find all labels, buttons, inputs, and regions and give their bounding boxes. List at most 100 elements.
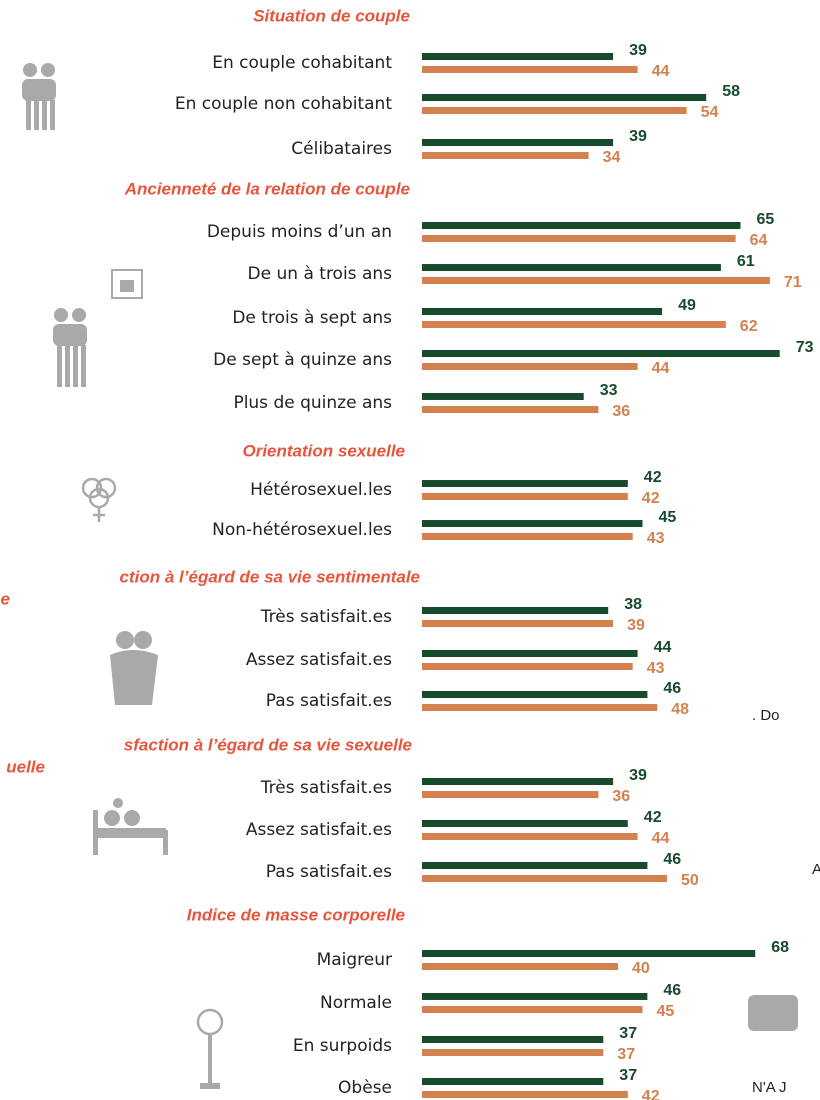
bar [422, 94, 707, 101]
bar [422, 875, 667, 882]
bar [422, 308, 663, 315]
section-title: e [1, 589, 10, 608]
bar [422, 791, 599, 798]
category-label: Pas satisfait.es [266, 691, 392, 711]
category-label: Obèse [338, 1078, 392, 1098]
value-label: 37 [619, 1067, 637, 1084]
side-text: . Do [752, 707, 780, 724]
value-label: 38 [624, 596, 642, 613]
icon-scale [196, 1008, 224, 1089]
value-label: 42 [642, 1088, 660, 1100]
bar [422, 350, 780, 357]
value-label: 39 [629, 128, 647, 145]
bar [422, 152, 589, 159]
value-label: 44 [652, 360, 670, 377]
bar [422, 53, 614, 60]
bar [422, 222, 741, 229]
bar [422, 66, 638, 73]
bar [422, 1036, 604, 1043]
category-label: Très satisfait.es [260, 607, 392, 627]
value-label: 65 [757, 211, 775, 228]
bar [422, 1091, 628, 1098]
value-label: 42 [644, 809, 662, 826]
section-title: Situation de couple [253, 6, 410, 25]
value-label: 37 [617, 1046, 635, 1063]
value-label: 46 [663, 851, 681, 868]
bar [422, 480, 628, 487]
bar [422, 862, 648, 869]
value-label: 71 [784, 274, 802, 291]
category-label: Assez satisfait.es [246, 650, 392, 670]
bar [422, 993, 648, 1000]
value-label: 44 [654, 639, 672, 656]
bar [422, 264, 721, 271]
section-title: Ancienneté de la relation de couple [124, 179, 410, 198]
value-label: 33 [600, 382, 618, 399]
category-label: Très satisfait.es [260, 778, 392, 798]
bar [422, 139, 614, 146]
bar [422, 820, 628, 827]
icon-hug [110, 631, 158, 705]
value-label: 37 [619, 1025, 637, 1042]
bar [422, 1078, 604, 1085]
category-label: Assez satisfait.es [246, 820, 392, 840]
value-label: 42 [642, 490, 660, 507]
value-label: 46 [663, 680, 681, 697]
section-title: Orientation sexuelle [243, 441, 406, 460]
value-label: 62 [740, 318, 758, 335]
bar [422, 1006, 643, 1013]
value-label: 54 [701, 104, 719, 121]
value-label: 58 [722, 83, 740, 100]
bar [422, 520, 643, 527]
bar [422, 493, 628, 500]
bar [422, 663, 633, 670]
value-label: 36 [612, 403, 630, 420]
category-label: De sept à quinze ans [213, 350, 392, 370]
bar [422, 704, 658, 711]
icon-couple-calendar [53, 269, 143, 387]
section-title: Indice de masse corporelle [187, 905, 405, 924]
bar [422, 1049, 604, 1056]
bar [422, 533, 633, 540]
side-text: A [812, 861, 820, 878]
value-label: 34 [603, 149, 621, 166]
side-text: N'A J [752, 1079, 787, 1096]
category-label: Normale [320, 993, 392, 1013]
value-label: 43 [647, 660, 665, 677]
icon-fist [748, 995, 798, 1031]
category-label: De un à trois ans [248, 264, 393, 284]
value-label: 39 [629, 42, 647, 59]
value-label: 64 [750, 232, 768, 249]
value-label: 68 [771, 939, 789, 956]
value-label: 45 [657, 1003, 675, 1020]
value-label: 45 [659, 509, 677, 526]
bar [422, 321, 726, 328]
category-label: Maigreur [317, 950, 392, 970]
value-label: 39 [627, 617, 645, 634]
value-label: 42 [644, 469, 662, 486]
bar [422, 363, 638, 370]
category-label: En couple non cohabitant [175, 94, 392, 114]
bar [422, 393, 584, 400]
bar [422, 406, 599, 413]
category-label: En couple cohabitant [212, 53, 392, 73]
bar [422, 107, 687, 114]
value-label: 61 [737, 253, 755, 270]
section-title: ction à l’égard de sa vie sentimentale [120, 567, 420, 586]
value-label: 48 [671, 701, 689, 718]
category-label: Hétérosexuel.les [250, 480, 392, 500]
category-label: Non-hétérosexuel.les [212, 520, 392, 540]
category-label: Plus de quinze ans [233, 393, 392, 413]
value-label: 39 [629, 767, 647, 784]
bar [422, 833, 638, 840]
bar [422, 620, 614, 627]
category-label: De trois à sept ans [232, 308, 392, 328]
category-label: Depuis moins d’un an [207, 222, 392, 242]
section-title: uelle [6, 757, 45, 776]
value-label: 44 [652, 63, 670, 80]
bar [422, 607, 609, 614]
section-title: sfaction à l’égard de sa vie sexuelle [124, 735, 412, 754]
bar [422, 277, 770, 284]
bar [422, 963, 618, 970]
bar [422, 650, 638, 657]
